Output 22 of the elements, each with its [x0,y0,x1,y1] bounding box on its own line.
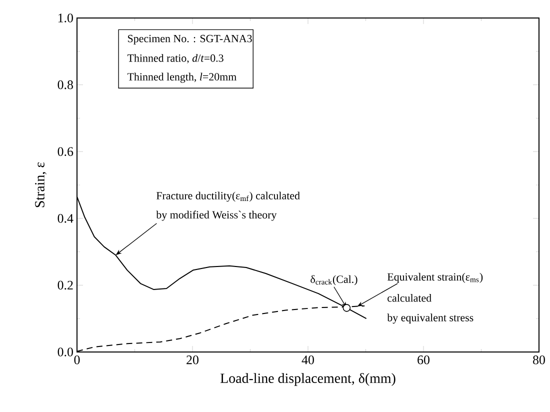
annotation: calculated [388,294,432,302]
y-tick-label: 0.4 [58,214,74,223]
annotation: by equivalent stress [387,314,474,324]
annotation: Thinned length, l=20mm [127,72,236,83]
y-tick-label: 0.0 [58,348,73,356]
x-tick-label: 0 [74,356,80,364]
y-tick-label: 0.2 [58,280,73,290]
y-tick-label: 0.8 [58,80,73,90]
y-tick-label: 1.0 [58,14,73,22]
y-tick-label: 0.6 [58,147,74,156]
x-axis-title: Load-line displacement, δ(mm) [220,373,396,386]
annotation: by modified Weiss`s theory [156,210,277,221]
annotation: Equivalent strain(ε$_{ms}$) [387,272,483,283]
y-axis-title: Strain, ε [35,162,46,208]
annotation: Fracture ductility(ε$_{mf}$) calculated [156,192,300,202]
x-tick-label: 40 [302,356,314,364]
x-tick-label: 20 [186,356,198,364]
annotation: Specimen No. : SGT-ANA3 [128,34,252,44]
x-tick-label: 60 [418,356,430,364]
annotation: Thinned ratio, d/t=0.3 [127,54,224,64]
x-tick-label: 80 [533,356,545,364]
annotation: δ$_{crack}$(Cal.) [310,275,358,286]
